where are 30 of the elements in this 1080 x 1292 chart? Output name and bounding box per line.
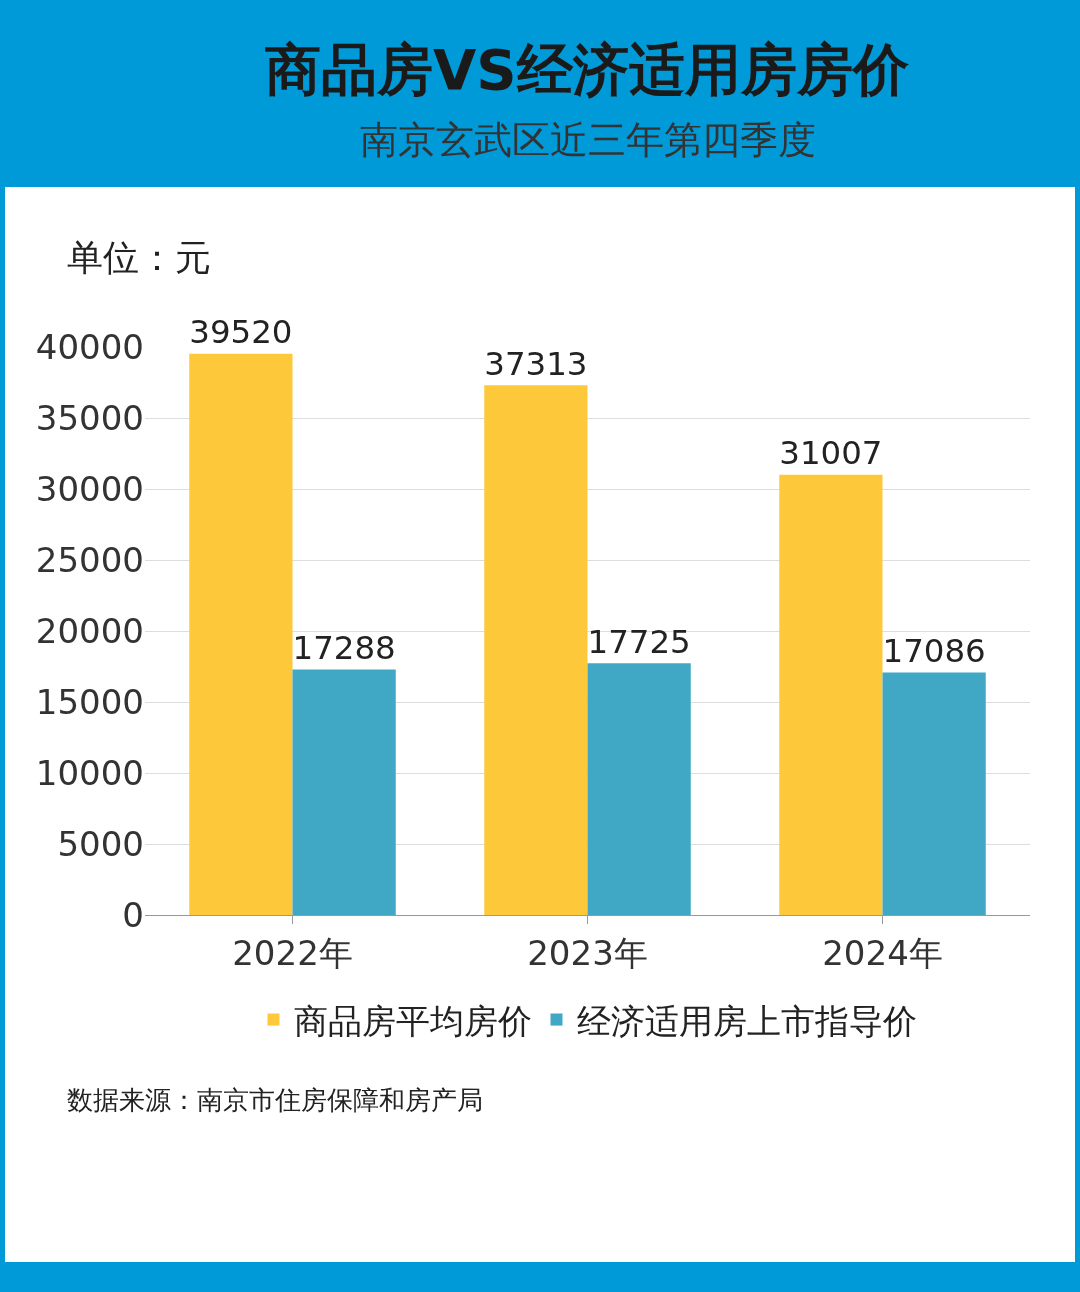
data-label: 39520 (189, 313, 293, 352)
y-tick-label: 40000 (35, 326, 144, 367)
y-tick-label: 35000 (35, 397, 144, 438)
y-tick-label: 20000 (35, 610, 144, 651)
bar (484, 385, 588, 915)
y-tick-label: 10000 (35, 752, 144, 793)
y-tick-label: 0 (122, 894, 144, 935)
data-label: 37313 (484, 344, 588, 383)
data-label: 17086 (882, 631, 986, 670)
bar (189, 353, 293, 915)
bar (882, 672, 986, 915)
y-tick-label: 25000 (35, 539, 144, 580)
y-tick-label: 15000 (35, 681, 144, 722)
data-label: 17725 (587, 622, 691, 661)
bar (587, 663, 691, 915)
x-tick-label: 2024年 (822, 932, 943, 973)
bar (292, 669, 396, 915)
data-label: 17288 (292, 628, 396, 667)
chart-title: 商品房VS经济适用房房价 (265, 37, 910, 102)
legend-label: 商品房平均房价 (293, 1000, 532, 1041)
source-note: 数据来源：南京市住房保障和房产局 (67, 1085, 483, 1115)
bar (779, 474, 883, 915)
chart-subtitle: 南京玄武区近三年第四季度 (360, 118, 816, 162)
legend-label: 经济适用房上市指导价 (576, 1000, 917, 1041)
data-label: 31007 (779, 434, 883, 473)
y-tick-label: 30000 (35, 468, 144, 509)
y-axis-title: 单位：元 (67, 237, 211, 278)
y-tick-label: 5000 (57, 823, 144, 864)
x-tick-label: 2023年 (527, 932, 648, 973)
x-tick-label: 2022年 (232, 932, 353, 973)
